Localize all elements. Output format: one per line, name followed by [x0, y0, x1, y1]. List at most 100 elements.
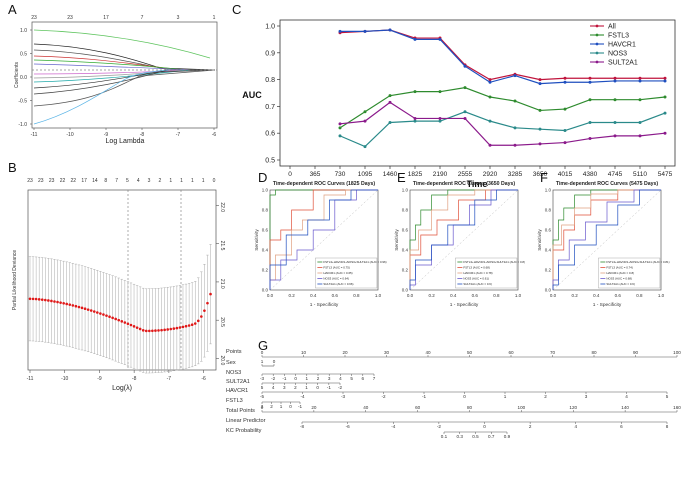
panel-c-ytick: 0.9 [265, 50, 275, 57]
nomogram-tick: 5 [350, 376, 353, 381]
panel-c-legend-entry: FSTL3 [608, 33, 629, 40]
auc-point-nos3 [463, 110, 467, 114]
panel-b-ytick: 20.5 [219, 317, 225, 327]
roc-ytick: 0.2 [402, 268, 409, 273]
roc-ylabel: Sensitivity [537, 229, 543, 251]
panel-c-legend-entry: NOS3 [608, 51, 627, 58]
nomogram-tick: 2 [529, 424, 532, 429]
panel-c-xtick: 3285 [508, 171, 523, 178]
panel-c-xtick: 0 [288, 171, 292, 178]
nomogram-tick: -3 [341, 394, 346, 399]
nomogram-tick: 6 [620, 424, 623, 429]
nomogram-tick: -2 [437, 424, 442, 429]
nomogram-tick: 4 [574, 424, 577, 429]
panel-b-top-tick: 3 [148, 178, 151, 184]
nomogram-tick: 0 [261, 405, 264, 410]
panel-c-xtick: 2190 [433, 171, 448, 178]
panel-a-top-tick: 7 [141, 15, 144, 21]
nomogram-tick: 0.3 [457, 434, 464, 439]
panel-b-deviance-point [148, 329, 151, 333]
nomogram-tick: -1 [282, 376, 287, 381]
panel-a-top-tick: 23 [67, 15, 73, 21]
auc-point-fstl3 [613, 98, 617, 102]
panel-b-top-tick: 2 [158, 178, 161, 184]
panel-b-deviance-point [77, 305, 81, 309]
panel-c-auc-chart: 1.0 0.9 0.8 0.7 0.6 0.5 0 365 730 1095 1460 1825 21… [242, 19, 676, 189]
panel-b-top-tick: 7 [115, 178, 118, 184]
nomogram-tick: -4 [391, 424, 396, 429]
auc-point-sult2a1 [513, 143, 517, 147]
panel-a-lasso-coefficients: 23 23 17 7 3 1 1.0 0.5 0.0 -0.5 -1.0 -11 -10 -9 -8 -7… [14, 15, 218, 145]
panel-b-deviance-point [190, 323, 194, 327]
nomogram-row-label: Linear Predictor [226, 418, 266, 424]
auc-point-havcr1 [463, 64, 467, 68]
auc-point-fstl3 [388, 94, 392, 98]
roc-xtick: 0.0 [550, 293, 557, 298]
nomogram-tick: -2 [338, 385, 343, 390]
panel-b-top-tick: 4 [137, 178, 140, 184]
panel-b-top-tick: 0 [213, 178, 216, 184]
roc-curve [269, 189, 378, 290]
panel-b-deviance-point [169, 327, 173, 331]
roc-xtick: 0.6 [615, 293, 622, 298]
panel-b-xlabel: Log(λ) [112, 385, 132, 392]
nomogram-row-label: FSTL3 [226, 398, 243, 404]
roc-xlabel: 1 - Specificity [310, 302, 339, 308]
panel-b-deviance-point [105, 314, 108, 317]
auc-point-sult2a1 [613, 134, 617, 138]
auc-point-havcr1 [363, 29, 367, 33]
roc-legend-entry: HAVCR1 (AUC = 0.65) [323, 271, 352, 275]
panel-b-deviance-point [37, 298, 41, 301]
nomogram-tick: 0.9 [504, 434, 511, 439]
panel-b-deviance-point [129, 323, 133, 327]
panel-b-deviance-point [157, 329, 160, 332]
auc-point-fstl3 [413, 90, 417, 94]
roc-legend-entry: NOS3 (AUC = 0.68) [606, 277, 632, 281]
auc-point-nos3 [513, 126, 517, 130]
nomogram-tick: -1 [422, 394, 427, 399]
nomogram-tick: 20 [311, 405, 317, 410]
auc-point-nos3 [538, 127, 542, 131]
roc-xtick: 0.2 [428, 293, 435, 298]
panel-b-deviance-point [184, 324, 188, 328]
nomogram-tick: 4 [272, 385, 275, 390]
auc-point-sult2a1 [638, 134, 642, 138]
roc-xtick: 0.0 [267, 293, 274, 298]
panel-b-ytick: 22.0 [219, 202, 225, 212]
panel-a-xtick: -6 [212, 132, 217, 138]
panel-b-deviance-point [138, 327, 142, 331]
auc-point-havcr1 [388, 28, 392, 32]
roc-curve [552, 189, 661, 290]
roc-xtick: 0.8 [493, 293, 500, 298]
panel-b-deviance-point [56, 300, 59, 304]
panel-b-deviance-point [92, 310, 96, 313]
auc-point-nos3 [663, 111, 667, 115]
panel-b-deviance-point [123, 321, 127, 324]
auc-point-all [488, 78, 492, 82]
nomogram-tick: 7 [373, 376, 376, 381]
roc-curve [409, 189, 518, 290]
auc-point-nos3 [338, 134, 342, 138]
roc-curve [552, 189, 661, 290]
nomogram-tick: 100 [673, 350, 681, 355]
panel-c-xtick: 1460 [383, 171, 398, 178]
panel-b-deviance-point [71, 304, 75, 307]
auc-point-nos3 [588, 120, 592, 124]
roc-xtick: 0.4 [450, 293, 457, 298]
panel-b-deviance-point [34, 297, 38, 301]
auc-point-all [538, 78, 542, 82]
panel-a-xtick: -11 [31, 132, 38, 138]
auc-point-nos3 [613, 120, 617, 124]
panel-b-deviance-point [108, 315, 111, 319]
roc-xlabel: 1 - Specificity [593, 302, 622, 308]
auc-point-havcr1 [588, 80, 592, 84]
panel-e-roc: Time-dependent ROC Curves (3650 Days) 0.0… [394, 181, 525, 308]
panel-c-legend-entry: SULT2A1 [608, 60, 638, 67]
auc-point-havcr1 [663, 79, 667, 83]
panel-b-deviance-point [102, 313, 105, 316]
panel-b-deviance-point [132, 325, 136, 328]
nomogram-tick: 0.1 [441, 434, 448, 439]
nomogram-row-label: Total Points [226, 408, 255, 414]
nomogram-row-label: SULT2A1 [226, 379, 250, 385]
